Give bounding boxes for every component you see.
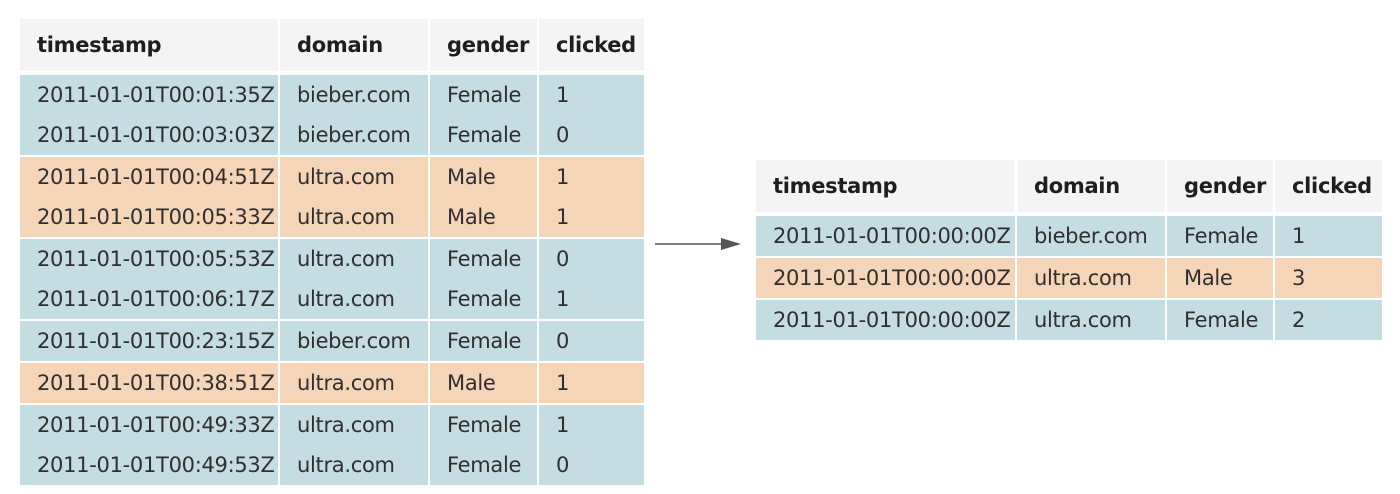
transform-arrow-icon — [655, 238, 741, 250]
cell-domain: ultra.com — [280, 361, 430, 403]
cell-timestamp: 2011-01-01T00:03:03Z — [20, 115, 280, 155]
column-header-clicked: clicked — [539, 19, 644, 73]
column-header-domain: domain — [280, 19, 430, 73]
table-row: 2011-01-01T00:01:35Z bieber.com Female 1 — [20, 73, 644, 115]
cell-domain: ultra.com — [1017, 256, 1167, 298]
cell-timestamp: 2011-01-01T00:01:35Z — [20, 73, 280, 115]
cell-domain: ultra.com — [280, 197, 430, 237]
table-row: 2011-01-01T00:05:33Z ultra.com Male 1 — [20, 197, 644, 237]
cell-domain: ultra.com — [280, 279, 430, 319]
cell-timestamp: 2011-01-01T00:00:00Z — [756, 298, 1017, 340]
cell-clicked: 1 — [539, 197, 644, 237]
table-row: 2011-01-01T00:05:53Z ultra.com Female 0 — [20, 237, 644, 279]
cell-timestamp: 2011-01-01T00:00:00Z — [756, 256, 1017, 298]
cell-timestamp: 2011-01-01T00:06:17Z — [20, 279, 280, 319]
cell-clicked: 1 — [539, 279, 644, 319]
cell-gender: Female — [430, 445, 539, 485]
cell-gender: Female — [430, 403, 539, 445]
table-row: 2011-01-01T00:00:00Z ultra.com Female 2 — [756, 298, 1382, 340]
table-row: 2011-01-01T00:00:00Z bieber.com Female 1 — [756, 214, 1382, 256]
cell-domain: bieber.com — [280, 73, 430, 115]
cell-domain: bieber.com — [280, 319, 430, 361]
table-row: 2011-01-01T00:49:53Z ultra.com Female 0 — [20, 445, 644, 485]
rolled-up-events-table: timestamp domain gender clicked 2011-01-… — [756, 160, 1382, 340]
cell-gender: Female — [1167, 214, 1275, 256]
cell-clicked: 0 — [539, 237, 644, 279]
column-header-timestamp: timestamp — [20, 19, 280, 73]
cell-timestamp: 2011-01-01T00:05:53Z — [20, 237, 280, 279]
cell-gender: Female — [430, 279, 539, 319]
cell-clicked: 0 — [539, 115, 644, 155]
cell-domain: ultra.com — [280, 445, 430, 485]
table-header-row: timestamp domain gender clicked — [20, 19, 644, 73]
cell-clicked: 1 — [539, 73, 644, 115]
cell-clicked: 1 — [539, 403, 644, 445]
cell-timestamp: 2011-01-01T00:49:33Z — [20, 403, 280, 445]
cell-clicked: 0 — [539, 445, 644, 485]
cell-domain: ultra.com — [280, 237, 430, 279]
cell-gender: Female — [430, 319, 539, 361]
input-events-table: timestamp domain gender clicked 2011-01-… — [20, 19, 644, 485]
table-row: 2011-01-01T00:49:33Z ultra.com Female 1 — [20, 403, 644, 445]
table-row: 2011-01-01T00:03:03Z bieber.com Female 0 — [20, 115, 644, 155]
table-row: 2011-01-01T00:00:00Z ultra.com Male 3 — [756, 256, 1382, 298]
cell-timestamp: 2011-01-01T00:49:53Z — [20, 445, 280, 485]
table-row: 2011-01-01T00:23:15Z bieber.com Female 0 — [20, 319, 644, 361]
cell-clicked: 2 — [1275, 298, 1382, 340]
cell-gender: Female — [430, 73, 539, 115]
cell-timestamp: 2011-01-01T00:23:15Z — [20, 319, 280, 361]
cell-gender: Female — [1167, 298, 1275, 340]
cell-gender: Female — [430, 237, 539, 279]
table-row: 2011-01-01T00:06:17Z ultra.com Female 1 — [20, 279, 644, 319]
table-row: 2011-01-01T00:04:51Z ultra.com Male 1 — [20, 155, 644, 197]
cell-gender: Female — [430, 115, 539, 155]
table-header-row: timestamp domain gender clicked — [756, 160, 1382, 214]
cell-timestamp: 2011-01-01T00:04:51Z — [20, 155, 280, 197]
cell-timestamp: 2011-01-01T00:00:00Z — [756, 214, 1017, 256]
column-header-gender: gender — [430, 19, 539, 73]
cell-clicked: 0 — [539, 319, 644, 361]
cell-gender: Male — [430, 361, 539, 403]
cell-gender: Male — [430, 155, 539, 197]
cell-gender: Male — [430, 197, 539, 237]
cell-domain: ultra.com — [1017, 298, 1167, 340]
column-header-clicked: clicked — [1275, 160, 1382, 214]
cell-clicked: 1 — [1275, 214, 1382, 256]
cell-domain: bieber.com — [1017, 214, 1167, 256]
cell-domain: ultra.com — [280, 403, 430, 445]
cell-domain: bieber.com — [280, 115, 430, 155]
output-table-body: 2011-01-01T00:00:00Z bieber.com Female 1 201… — [756, 214, 1382, 340]
column-header-gender: gender — [1167, 160, 1275, 214]
cell-clicked: 1 — [539, 155, 644, 197]
cell-domain: ultra.com — [280, 155, 430, 197]
column-header-domain: domain — [1017, 160, 1167, 214]
table-row: 2011-01-01T00:38:51Z ultra.com Male 1 — [20, 361, 644, 403]
input-table-body: 2011-01-01T00:01:35Z bieber.com Female 1 201… — [20, 73, 644, 485]
cell-timestamp: 2011-01-01T00:05:33Z — [20, 197, 280, 237]
cell-gender: Male — [1167, 256, 1275, 298]
cell-timestamp: 2011-01-01T00:38:51Z — [20, 361, 280, 403]
cell-clicked: 3 — [1275, 256, 1382, 298]
cell-clicked: 1 — [539, 361, 644, 403]
column-header-timestamp: timestamp — [756, 160, 1017, 214]
